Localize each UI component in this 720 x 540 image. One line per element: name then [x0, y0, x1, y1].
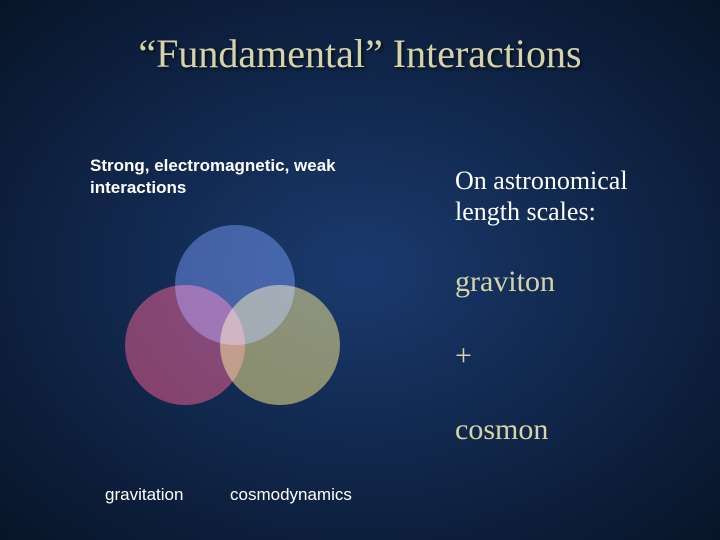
subtitle-left: Strong, electromagnetic, weakinteraction…: [90, 155, 336, 199]
right-item-graviton: graviton: [455, 265, 695, 299]
label-gravitation: gravitation: [105, 485, 183, 505]
right-item-plus: +: [455, 339, 695, 373]
venn-diagram: [125, 225, 345, 425]
page-title: “Fundamental” Interactions: [0, 30, 720, 77]
label-cosmodynamics: cosmodynamics: [230, 485, 352, 505]
right-intro: On astronomical length scales:: [455, 165, 695, 227]
right-column: On astronomical length scales: graviton …: [455, 165, 695, 487]
venn-circle-right: [220, 285, 340, 405]
right-item-cosmon: cosmon: [455, 413, 695, 447]
